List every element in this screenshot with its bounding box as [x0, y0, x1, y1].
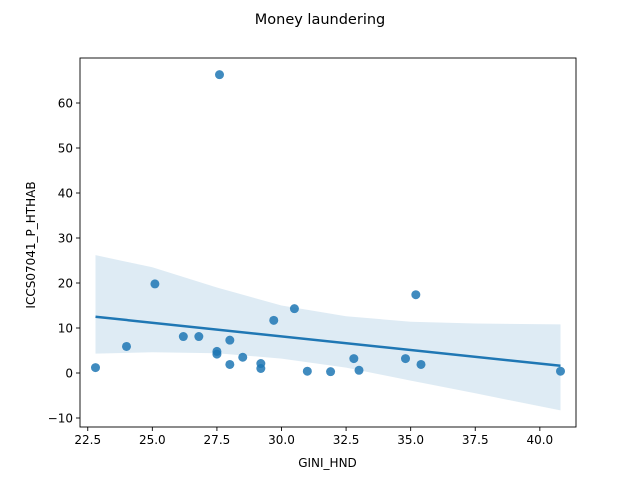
y-tick-label: 40: [58, 187, 73, 201]
data-point: [91, 363, 100, 373]
data-point: [212, 349, 222, 359]
x-tick-label: 25.0: [139, 433, 166, 447]
y-axis-label: ICCS07041_P_HTHAB: [24, 181, 38, 308]
confidence-band-layer: [95, 255, 561, 411]
y-tick-label: −10: [48, 412, 73, 426]
y-tick-label: 10: [58, 322, 73, 336]
y-axis-ticks: −10 0 10 20 30 40 50 60: [48, 97, 80, 426]
data-point: [269, 315, 279, 325]
y-tick-label: 30: [58, 232, 73, 246]
chart-title: Money laundering: [255, 12, 386, 28]
x-axis-label: GINI_HND: [298, 456, 357, 470]
x-tick-label: 40.0: [526, 433, 553, 447]
data-point: [289, 304, 299, 314]
x-tick-label: 22.5: [74, 433, 101, 447]
data-point: [225, 359, 235, 369]
data-point: [150, 279, 160, 289]
data-point: [326, 367, 336, 377]
x-tick-label: 35.0: [397, 433, 424, 447]
data-point: [302, 366, 312, 376]
plot-frame: [79, 57, 577, 428]
data-point: [194, 332, 204, 342]
data-point: [401, 354, 410, 364]
y-tick-label: 50: [58, 142, 73, 156]
data-point: [354, 365, 364, 375]
data-point: [215, 70, 224, 80]
y-tick-label: 0: [65, 367, 73, 381]
data-point: [256, 364, 266, 373]
x-tick-label: 37.5: [462, 433, 489, 447]
y-tick-label: 60: [58, 97, 73, 111]
data-point: [349, 354, 359, 364]
data-point: [238, 352, 248, 362]
data-point: [556, 366, 565, 376]
data-point: [416, 359, 426, 369]
data-point: [122, 341, 131, 351]
data-point: [225, 335, 235, 345]
x-tick-label: 30.0: [268, 433, 295, 447]
regression-line: [95, 315, 561, 368]
x-tick-label: 32.5: [333, 433, 360, 447]
x-tick-label: 27.5: [204, 433, 231, 447]
data-point: [178, 332, 188, 342]
confidence-band: [95, 255, 561, 411]
x-axis-ticks: 22.5 25.0 27.5 30.0 32.5 35.0 37.5 40.0: [74, 427, 553, 447]
regression-line-layer: [95, 315, 561, 368]
y-tick-label: 20: [58, 277, 73, 291]
scatter-points-layer: [91, 70, 565, 377]
data-point: [411, 290, 421, 300]
